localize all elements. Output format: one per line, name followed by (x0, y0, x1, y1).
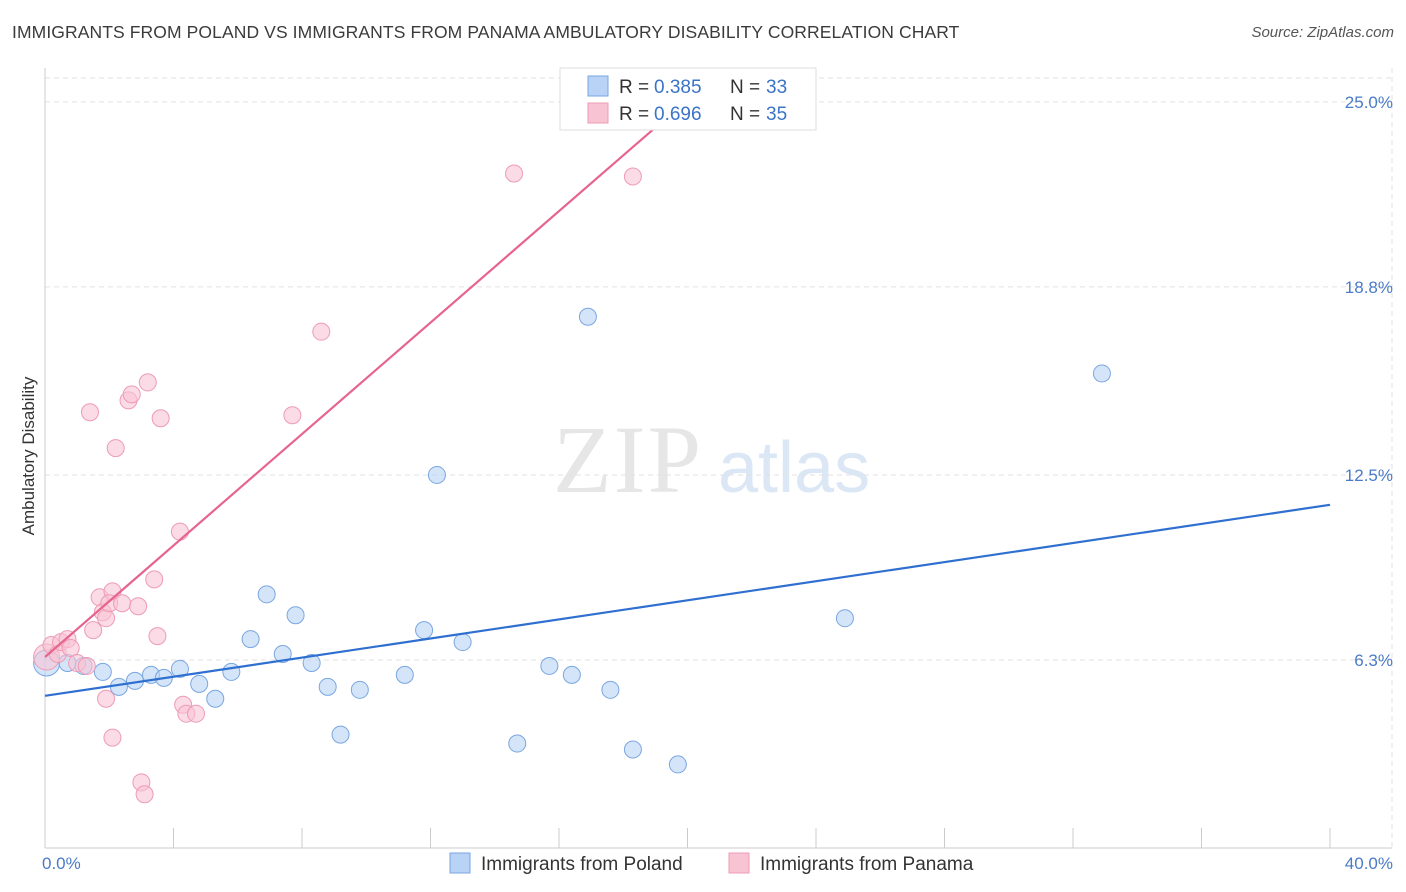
legend-swatch-poland (587, 75, 609, 97)
y-tick-label: 6.3% (1354, 651, 1393, 670)
panama-point (135, 785, 154, 804)
panama-point (312, 322, 331, 341)
watermark-zip: ZIP (553, 406, 703, 513)
chart-title: IMMIGRANTS FROM POLAND VS IMMIGRANTS FRO… (12, 22, 960, 42)
legend-n-value-panama: 35 (766, 104, 787, 125)
panama-point (113, 594, 132, 613)
panama-point (138, 373, 157, 392)
poland-point (257, 585, 276, 604)
poland-point (190, 674, 209, 693)
legend-bottom-swatch-panama (728, 852, 750, 874)
panama-point (151, 409, 170, 428)
poland-point (623, 740, 642, 759)
legend-r-label-poland: R = (619, 77, 649, 98)
legend-n-label-panama: N = (730, 104, 760, 125)
panama-point (283, 406, 302, 425)
y-tick-label: 25.0% (1345, 93, 1393, 112)
poland-point (668, 755, 687, 774)
y-axis-label: Ambulatory Disability (19, 376, 38, 535)
x-tick-labels: 0.0% 40.0% (42, 854, 1393, 873)
panama-point (97, 609, 116, 628)
panama-point (623, 167, 642, 186)
legend-bottom-swatch-poland (449, 852, 471, 874)
panama-point (145, 570, 164, 589)
panama-point (129, 597, 148, 616)
panama-point (77, 656, 96, 675)
panama-point (170, 522, 189, 541)
poland-point (206, 689, 225, 708)
panama-point (122, 385, 141, 404)
poland-point (93, 662, 112, 681)
watermark-atlas: atlas (718, 428, 870, 508)
poland-point (302, 653, 321, 672)
poland-point (415, 621, 434, 640)
grid-lines (45, 68, 1393, 848)
y-tick-label: 12.5% (1345, 466, 1393, 485)
poland-point (453, 633, 472, 652)
legend-n-label-poland: N = (730, 77, 760, 98)
poland-point (395, 665, 414, 684)
y-tick-labels: 6.3% 12.5% 18.8% 25.0% (1345, 93, 1393, 670)
legend-bottom-label-poland: Immigrants from Poland (481, 854, 683, 875)
poland-point (273, 645, 292, 664)
panama-point (148, 627, 167, 646)
legend-r-value-panama: 0.696 (654, 104, 702, 125)
legend-bottom-label-panama: Immigrants from Panama (760, 854, 974, 875)
x-tick-label-start: 0.0% (42, 854, 81, 873)
panama-trend-line (44, 109, 676, 658)
legend-n-value-poland: 33 (766, 77, 787, 98)
y-tick-label: 18.8% (1345, 278, 1393, 297)
poland-point (350, 680, 369, 699)
source-credit: Source: ZipAtlas.com (1251, 24, 1394, 41)
poland-point (170, 659, 189, 678)
poland-trend-line (44, 503, 1331, 697)
poland-point (578, 307, 597, 326)
panama-point (505, 164, 524, 183)
axes (44, 68, 1392, 849)
poland-point (222, 662, 241, 681)
poland-point (508, 734, 527, 753)
legend-series: Immigrants from Poland Immigrants from P… (449, 852, 974, 875)
panama-point (103, 728, 122, 747)
legend-r-label-panama: R = (619, 104, 649, 125)
poland-point (562, 665, 581, 684)
panama-point (61, 639, 80, 658)
panama-point (84, 621, 103, 640)
panama-point (186, 704, 205, 723)
legend-r-value-poland: 0.385 (654, 77, 702, 98)
poland-point (540, 656, 559, 675)
x-tick-label-end: 40.0% (1345, 854, 1393, 873)
legend-swatch-panama (587, 102, 609, 124)
trend-lines (44, 109, 1331, 697)
panama-point (106, 439, 125, 458)
poland-point (1092, 364, 1111, 383)
data-points (33, 164, 1111, 804)
poland-point (427, 465, 446, 484)
poland-point (835, 609, 854, 628)
poland-point (286, 606, 305, 625)
poland-point (318, 677, 337, 696)
legend-stats: R = 0.385 N = 33 R = 0.696 N = 35 (559, 67, 817, 131)
panama-point (80, 403, 99, 422)
poland-point (601, 680, 620, 699)
poland-point (331, 725, 350, 744)
poland-point (241, 630, 260, 649)
panama-point (97, 689, 116, 708)
poland-point (109, 677, 128, 696)
